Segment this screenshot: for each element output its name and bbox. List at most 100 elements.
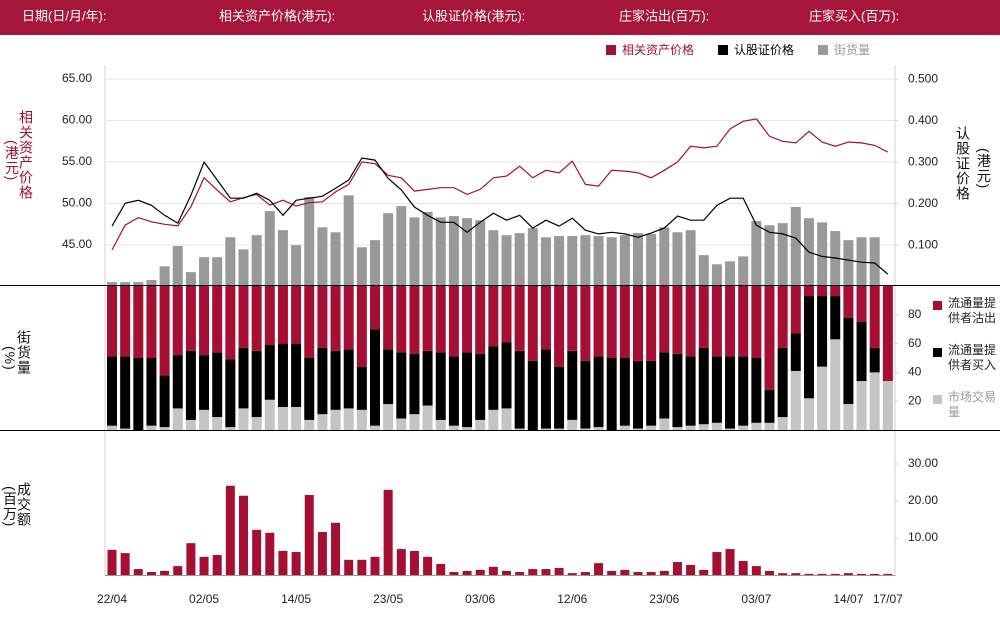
turnover-bar [751,566,761,575]
stacked-segment [304,419,315,430]
stock-bar [370,240,380,285]
stock-bar [738,256,749,285]
stacked-segment [343,349,354,409]
stacked-segment [475,353,486,420]
stock-bar [488,230,499,285]
stacked-segment [146,425,157,430]
stacked-segment [777,417,788,430]
stacked-segment [422,405,433,430]
turnover-bar [870,573,880,575]
stacked-segment [370,286,380,330]
turnover-bar [462,570,472,575]
turnover-bar [554,567,564,575]
turnover-bar [594,563,604,575]
turnover-bar [291,552,301,575]
stacked-segment [475,286,486,354]
turnover-bar [725,549,735,575]
stacked-segment [830,286,841,297]
stock-bar [764,225,775,285]
turnover-bar [265,532,275,575]
stock-bar [711,264,722,285]
stacked-segment [238,347,249,409]
turnover-bar [857,573,867,575]
stacked-segment [199,409,210,430]
stacked-segment [462,352,473,428]
stock-bar [633,233,643,285]
legend-label: 流通量提供者买入 [948,343,997,372]
x-tick-label: 14/07 [833,592,863,606]
y2-tick-label: 0.100 [908,237,938,251]
stacked-segment [422,286,433,351]
stacked-segment [606,286,617,358]
turnover-bar [331,522,341,575]
stacked-segment [120,356,131,429]
stock-bar [356,247,367,285]
x-tick-label: 12/06 [557,592,587,606]
stacked-segment [330,286,341,351]
stacked-segment [711,422,722,430]
y-tick-label: 45.00 [62,237,92,251]
stacked-segment [554,366,565,429]
stacked-segment [843,286,854,318]
stacked-segment [869,347,880,373]
stacked-segment [882,286,893,382]
stacked-segment [488,409,499,430]
stacked-segment [343,286,354,350]
stock-bar [501,235,512,285]
stacked-segment [685,286,696,357]
header-label: 日期(日/月/年): [22,8,107,23]
stacked-segment [409,286,420,354]
stacked-segment [212,286,223,353]
stacked-segment [159,375,170,428]
turnover-bar [252,529,262,575]
turnover-bar [370,556,380,575]
stacked-segment [488,286,499,347]
header-label: 庄家买入(百万): [809,8,899,23]
stock-bar [330,232,341,285]
stacked-segment [646,425,657,430]
stock-bar [435,217,446,285]
stacked-segment [751,286,762,358]
stacked-segment [238,286,249,348]
stacked-segment [698,424,709,430]
stacked-segment [435,352,446,420]
stacked-segment [764,389,775,423]
stacked-segment [383,349,394,405]
y2-tick-label: 0.300 [908,154,938,168]
turnover-bar [778,573,788,575]
stacked-segment [488,346,499,410]
stacked-segment [843,317,854,405]
turnover-bar [239,495,248,575]
x-tick-label: 14/05 [281,592,311,606]
stacked-segment [356,409,367,430]
stacked-segment [448,425,459,430]
stacked-segment [711,286,722,357]
stacked-segment [738,356,749,426]
stacked-segment [554,286,565,367]
stacked-segment [133,286,144,358]
stacked-segment [540,428,551,430]
stacked-segment [751,422,762,430]
stacked-segment [133,358,144,430]
turnover-bar [199,556,209,575]
stacked-segment [698,347,709,425]
y-axis-unit: (港元) [4,140,20,182]
stacked-segment [501,408,512,430]
x-tick-label: 23/06 [649,592,679,606]
turnover-bar [396,549,406,575]
stacked-segment [185,350,196,420]
stock-bar [107,282,117,285]
stacked-segment [751,358,762,423]
turnover-bar [423,556,433,575]
stacked-segment [409,353,420,415]
header-label: 相关资产价格(港元): [219,8,335,23]
x-tick-label: 03/07 [741,592,771,606]
stacked-segment [225,427,236,430]
stacked-segment [882,381,893,430]
stock-bar [304,197,315,285]
turnover-bar [633,572,643,575]
turnover-bar [541,569,551,575]
turnover-bar [843,573,853,575]
stock-bar [159,266,170,285]
